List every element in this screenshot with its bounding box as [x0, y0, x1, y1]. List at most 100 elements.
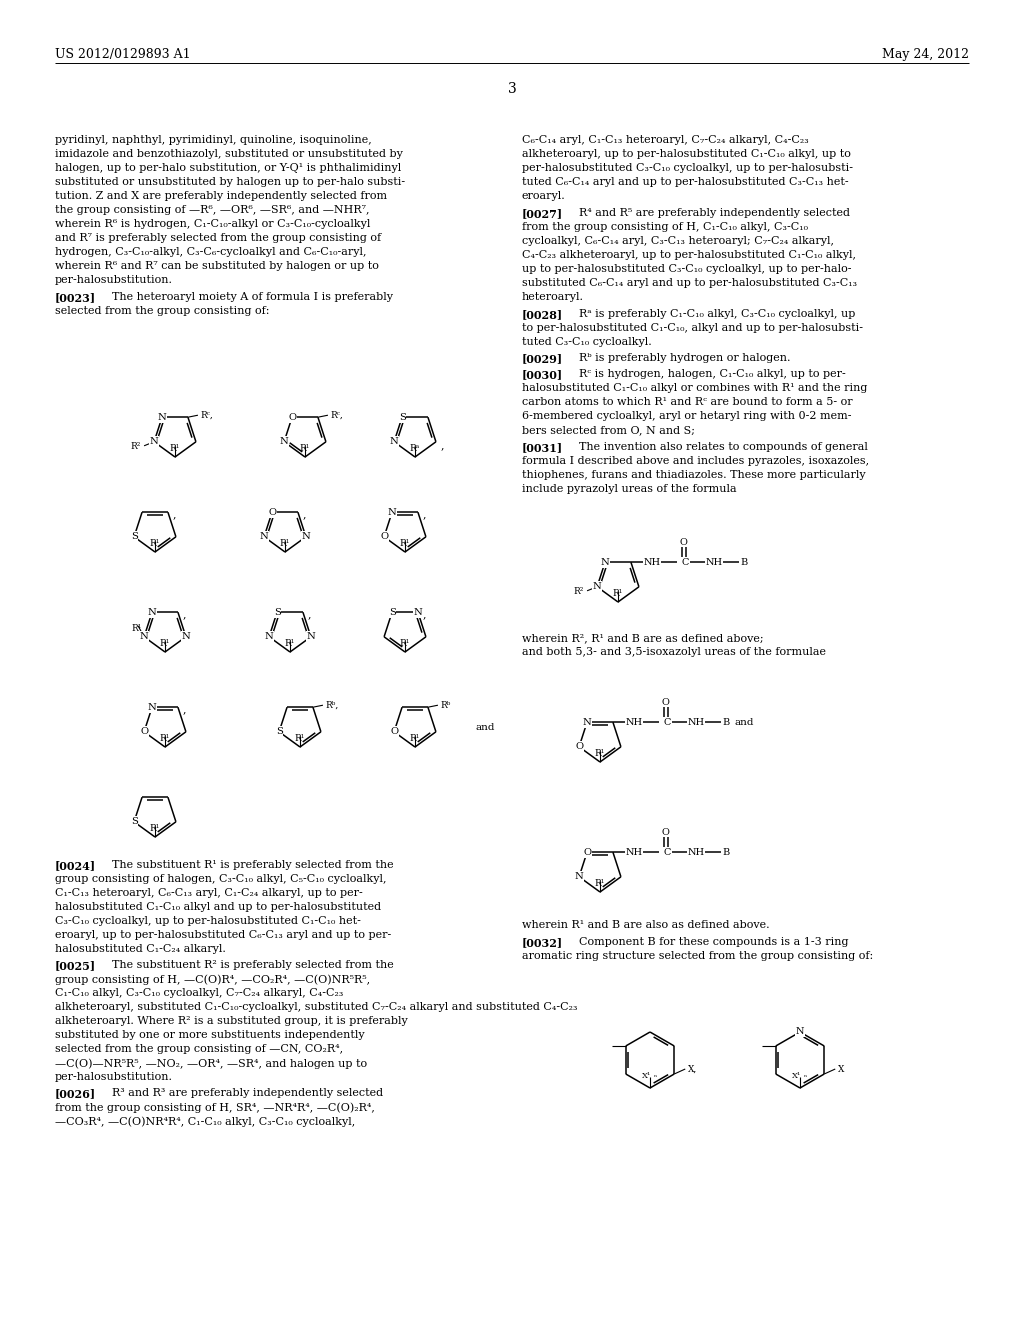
Text: Rᵇ,: Rᵇ,: [326, 701, 339, 710]
Text: ⁿ: ⁿ: [804, 1074, 807, 1082]
Text: O: O: [680, 537, 688, 546]
Text: The substituent R¹ is preferably selected from the: The substituent R¹ is preferably selecte…: [105, 861, 393, 870]
Text: formula I described above and includes pyrazoles, isoxazoles,: formula I described above and includes p…: [522, 455, 869, 466]
Text: X,: X,: [688, 1064, 697, 1073]
Text: O: O: [140, 727, 148, 737]
Text: R¹: R¹: [595, 879, 605, 888]
Text: group consisting of halogen, C₃-C₁₀ alkyl, C₅-C₁₀ cycloalkyl,: group consisting of halogen, C₃-C₁₀ alky…: [55, 874, 386, 884]
Text: bers selected from O, N and S;: bers selected from O, N and S;: [522, 425, 695, 436]
Text: halosubstituted C₁-C₂₄ alkaryl.: halosubstituted C₁-C₂₄ alkaryl.: [55, 944, 226, 954]
Text: NH: NH: [687, 718, 705, 727]
Text: B: B: [722, 718, 729, 727]
Text: S: S: [273, 607, 281, 616]
Text: imidazole and benzothiazolyl, substituted or unsubstituted by: imidazole and benzothiazolyl, substitute…: [55, 149, 402, 158]
Text: alkheteroaryl. Where R² is a substituted group, it is preferably: alkheteroaryl. Where R² is a substituted…: [55, 1016, 408, 1026]
Text: wherein R¹ and B are also as defined above.: wherein R¹ and B are also as defined abo…: [522, 920, 770, 931]
Text: N: N: [147, 607, 157, 616]
Text: Rᵇ is preferably hydrogen or halogen.: Rᵇ is preferably hydrogen or halogen.: [572, 352, 791, 363]
Text: ,: ,: [303, 510, 306, 519]
Text: N: N: [280, 437, 289, 446]
Text: from the group consisting of H, SR⁴, —NR⁴R⁴, —C(O)₂R⁴,: from the group consisting of H, SR⁴, —NR…: [55, 1102, 375, 1113]
Text: O: O: [575, 742, 583, 751]
Text: eroaryl.: eroaryl.: [522, 191, 565, 201]
Text: tution. Z and X are preferably independently selected from: tution. Z and X are preferably independe…: [55, 191, 387, 201]
Text: Rᵃ is preferably C₁-C₁₀ alkyl, C₃-C₁₀ cycloalkyl, up: Rᵃ is preferably C₁-C₁₀ alkyl, C₃-C₁₀ cy…: [572, 309, 855, 319]
Text: the group consisting of —R⁶, —OR⁶, —SR⁶, and —NHR⁷,: the group consisting of —R⁶, —OR⁶, —SR⁶,…: [55, 205, 370, 215]
Text: up to per-halosubstituted C₃-C₁₀ cycloalkyl, up to per-halo-: up to per-halosubstituted C₃-C₁₀ cycloal…: [522, 264, 852, 275]
Text: R¹: R¹: [160, 639, 170, 648]
Text: N: N: [150, 437, 159, 446]
Text: R¹: R¹: [595, 748, 605, 758]
Text: C₁-C₁₀ alkyl, C₃-C₁₀ cycloalkyl, C₇-C₂₄ alkaryl, C₄-C₂₃: C₁-C₁₀ alkyl, C₃-C₁₀ cycloalkyl, C₇-C₂₄ …: [55, 987, 343, 998]
Text: [0030]: [0030]: [522, 370, 563, 380]
Text: US 2012/0129893 A1: US 2012/0129893 A1: [55, 48, 190, 61]
Text: [0027]: [0027]: [522, 209, 563, 219]
Text: N: N: [593, 582, 601, 591]
Text: Rᶜ,: Rᶜ,: [201, 411, 214, 420]
Text: [0029]: [0029]: [522, 352, 563, 364]
Text: per-halosubstituted C₃-C₁₀ cycloalkyl, up to per-halosubsti-: per-halosubstituted C₃-C₁₀ cycloalkyl, u…: [522, 162, 853, 173]
Text: ,: ,: [423, 510, 426, 519]
Text: X: X: [839, 1064, 845, 1073]
Text: O: O: [583, 847, 591, 857]
Text: NH: NH: [706, 558, 723, 566]
Text: ,: ,: [183, 704, 186, 714]
Text: hydrogen, C₃-C₁₀-alkyl, C₃-C₆-cycloalkyl and C₆-C₁₀-aryl,: hydrogen, C₃-C₁₀-alkyl, C₃-C₆-cycloalkyl…: [55, 247, 367, 257]
Text: X¹: X¹: [642, 1072, 651, 1080]
Text: NH: NH: [626, 718, 642, 727]
Text: N: N: [414, 607, 422, 616]
Text: S: S: [398, 413, 406, 421]
Text: from the group consisting of H, C₁-C₁₀ alkyl, C₃-C₁₀: from the group consisting of H, C₁-C₁₀ a…: [522, 222, 808, 232]
Text: and: and: [735, 718, 755, 727]
Text: B: B: [722, 847, 729, 857]
Text: ,: ,: [183, 610, 186, 619]
Text: Rᶜ,: Rᶜ,: [331, 411, 344, 420]
Text: aromatic ring structure selected from the group consisting of:: aromatic ring structure selected from th…: [522, 950, 873, 961]
Text: 3: 3: [508, 82, 516, 96]
Text: substituted or unsubstituted by halogen up to per-halo substi-: substituted or unsubstituted by halogen …: [55, 177, 406, 187]
Text: tuted C₆-C₁₄ aryl and up to per-halosubstituted C₃-C₁₃ het-: tuted C₆-C₁₄ aryl and up to per-halosubs…: [522, 177, 849, 187]
Text: N: N: [583, 718, 592, 727]
Text: N: N: [388, 508, 396, 516]
Text: [0026]: [0026]: [55, 1088, 96, 1100]
Text: R¹: R¹: [170, 444, 180, 453]
Text: and: and: [475, 723, 495, 733]
Text: N: N: [260, 532, 268, 541]
Text: C₁-C₁₃ heteroaryl, C₆-C₁₃ aryl, C₁-C₂₄ alkaryl, up to per-: C₁-C₁₃ heteroaryl, C₆-C₁₃ aryl, C₁-C₂₄ a…: [55, 888, 362, 898]
Text: R¹: R¹: [400, 539, 411, 548]
Text: tuted C₃-C₁₀ cycloalkyl.: tuted C₃-C₁₀ cycloalkyl.: [522, 337, 651, 347]
Text: N: N: [181, 632, 190, 642]
Text: R²: R²: [131, 442, 141, 451]
Text: The heteroaryl moiety A of formula I is preferably: The heteroaryl moiety A of formula I is …: [105, 292, 393, 302]
Text: N: N: [158, 413, 167, 421]
Text: N: N: [601, 558, 609, 566]
Text: O: O: [268, 508, 276, 516]
Text: pyridinyl, naphthyl, pyrimidinyl, quinoline, isoquinoline,: pyridinyl, naphthyl, pyrimidinyl, quinol…: [55, 135, 372, 145]
Text: halosubstituted C₁-C₁₀ alkyl and up to per-halosubstituted: halosubstituted C₁-C₁₀ alkyl and up to p…: [55, 902, 381, 912]
Text: R¹: R¹: [285, 639, 295, 648]
Text: per-halosubstitution.: per-halosubstitution.: [55, 1072, 173, 1082]
Text: C₆-C₁₄ aryl, C₁-C₁₃ heteroaryl, C₇-C₂₄ alkaryl, C₄-C₂₃: C₆-C₁₄ aryl, C₁-C₁₃ heteroaryl, C₇-C₂₄ a…: [522, 135, 809, 145]
Text: The substituent R² is preferably selected from the: The substituent R² is preferably selecte…: [105, 960, 394, 970]
Text: Rᵇ: Rᵇ: [441, 701, 452, 710]
Text: NH: NH: [687, 847, 705, 857]
Text: May 24, 2012: May 24, 2012: [882, 48, 969, 61]
Text: [0025]: [0025]: [55, 960, 96, 972]
Text: R¹: R¹: [132, 624, 142, 632]
Text: N: N: [306, 632, 315, 642]
Text: R³ and R³ are preferably independently selected: R³ and R³ are preferably independently s…: [105, 1088, 383, 1098]
Text: O: O: [390, 727, 398, 737]
Text: O: O: [288, 413, 296, 421]
Text: S: S: [275, 727, 283, 737]
Text: C: C: [664, 718, 671, 727]
Text: ⁿ: ⁿ: [654, 1074, 657, 1082]
Text: 6-membered cycloalkyl, aryl or hetaryl ring with 0-2 mem-: 6-membered cycloalkyl, aryl or hetaryl r…: [522, 411, 852, 421]
Text: alkheteroaryl, substituted C₁-C₁₀-cycloalkyl, substituted C₇-C₂₄ alkaryl and sub: alkheteroaryl, substituted C₁-C₁₀-cycloa…: [55, 1002, 578, 1012]
Text: wherein R², R¹ and B are as defined above;: wherein R², R¹ and B are as defined abov…: [522, 634, 764, 643]
Text: to per-halosubstituted C₁-C₁₀, alkyl and up to per-halosubsti-: to per-halosubstituted C₁-C₁₀, alkyl and…: [522, 323, 863, 333]
Text: X¹: X¹: [793, 1072, 802, 1080]
Text: Component B for these compounds is a 1-3 ring: Component B for these compounds is a 1-3…: [572, 937, 849, 946]
Text: NH: NH: [643, 558, 660, 566]
Text: Rᵃ: Rᵃ: [410, 444, 420, 453]
Text: S: S: [131, 532, 137, 541]
